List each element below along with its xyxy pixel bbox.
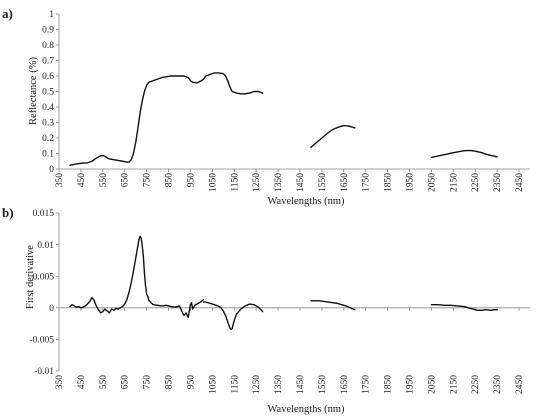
spectrum-line-segment xyxy=(310,124,356,149)
x-tick-label: 950 xyxy=(186,375,196,390)
x-tick-label: 2450 xyxy=(515,173,525,192)
x-tick-label: 1250 xyxy=(252,375,262,394)
x-tick-label: 2150 xyxy=(449,173,459,192)
x-tick-label: 850 xyxy=(165,173,175,188)
y-tick-label: 0.4 xyxy=(42,103,54,113)
x-tick-label: 1150 xyxy=(230,173,240,192)
x-tick-label: 350 xyxy=(55,173,65,188)
panel-b-label: b) xyxy=(2,205,14,220)
x-tick-label: 1350 xyxy=(274,375,284,394)
x-tick-label: 2250 xyxy=(471,173,481,192)
x-tick-label: 650 xyxy=(121,375,131,390)
y-tick-label: 0.2 xyxy=(42,134,54,144)
y-tick-label: 0.3 xyxy=(42,119,54,129)
y-tick-label: 0.6 xyxy=(42,72,54,82)
spectrum-line-segment xyxy=(69,235,205,318)
x-tick-label: 1050 xyxy=(208,375,218,394)
panel-a-label: a) xyxy=(2,6,13,21)
x-tick-label: 1450 xyxy=(296,375,306,394)
x-tick-label: 1250 xyxy=(252,173,262,192)
x-tick-label: 1450 xyxy=(296,173,306,192)
spectrum-line-segment xyxy=(430,149,498,159)
x-tick-label: 1550 xyxy=(318,173,328,192)
y-tick-label: 0.005 xyxy=(33,272,55,282)
spectrum-line-segment xyxy=(202,72,264,95)
x-tick-label: 750 xyxy=(143,375,153,390)
x-tick-label: 1750 xyxy=(362,375,372,394)
spectrum-line-segment xyxy=(310,300,356,311)
panel-b-ylabel: First derivative xyxy=(25,245,36,309)
y-tick-label: 0.5 xyxy=(42,88,54,98)
x-tick-label: 1950 xyxy=(406,173,416,192)
x-tick-label: 850 xyxy=(165,375,175,390)
x-tick-label: 1650 xyxy=(340,173,350,192)
panel-b-lines xyxy=(69,235,498,330)
y-tick-label: 0.01 xyxy=(37,241,54,251)
x-tick-label: 350 xyxy=(55,375,65,390)
y-tick-label: 0.7 xyxy=(42,57,54,67)
spectrum-line-segment xyxy=(69,75,205,166)
x-tick-label: 2350 xyxy=(493,375,503,394)
x-tick-label: 950 xyxy=(186,173,196,188)
x-tick-label: 550 xyxy=(99,173,109,188)
x-tick-label: 1850 xyxy=(384,173,394,192)
x-tick-label: 750 xyxy=(143,173,153,188)
x-tick-label: 2450 xyxy=(515,375,525,394)
panel-b-chart: b) First derivative Wavelengths (nm) -0.… xyxy=(2,205,530,415)
y-tick-label: 0.9 xyxy=(42,26,54,36)
panel-a-xlabel: Wavelengths (nm) xyxy=(267,196,345,207)
spectrum-line-segment xyxy=(202,301,264,330)
spectrum-line-segment xyxy=(430,303,498,312)
panel-b-xlabel: Wavelengths (nm) xyxy=(267,404,345,415)
y-tick-label: 0.1 xyxy=(42,150,54,160)
y-tick-label: -0.01 xyxy=(34,367,54,377)
panel-a-lines xyxy=(69,72,498,166)
x-tick-label: 2350 xyxy=(493,173,503,192)
x-tick-label: 1350 xyxy=(274,173,284,192)
x-tick-label: 650 xyxy=(121,173,131,188)
x-tick-label: 2050 xyxy=(427,173,437,192)
x-tick-label: 1950 xyxy=(406,375,416,394)
y-tick-label: 0.015 xyxy=(33,209,55,219)
y-tick-label: 0.8 xyxy=(42,41,54,51)
panel-a-ylabel: Reflectance (%) xyxy=(28,57,39,125)
x-tick-label: 1850 xyxy=(384,375,394,394)
x-tick-label: 1750 xyxy=(362,173,372,192)
y-tick-label: -0.005 xyxy=(29,336,54,346)
x-tick-label: 1650 xyxy=(340,375,350,394)
y-tick-label: 1 xyxy=(49,10,54,20)
x-tick-label: 450 xyxy=(77,375,87,390)
x-tick-label: 450 xyxy=(77,173,87,188)
y-tick-label: 0 xyxy=(49,304,54,314)
y-tick-label: 0 xyxy=(49,165,54,175)
x-tick-label: 550 xyxy=(99,375,109,390)
panel-a-chart: a) Reflectance (%) Wavelengths (nm) 0 0.1… xyxy=(2,6,530,207)
x-tick-label: 1550 xyxy=(318,375,328,394)
panel-b-axes: -0.01 -0.005 0 0.005 0.01 0.015 350 450 550 650 75… xyxy=(29,209,530,394)
x-tick-label: 1050 xyxy=(208,173,218,192)
x-tick-label: 2150 xyxy=(449,375,459,394)
x-tick-label: 1150 xyxy=(230,375,240,394)
x-tick-label: 2050 xyxy=(427,375,437,394)
x-tick-label: 2250 xyxy=(471,375,481,394)
